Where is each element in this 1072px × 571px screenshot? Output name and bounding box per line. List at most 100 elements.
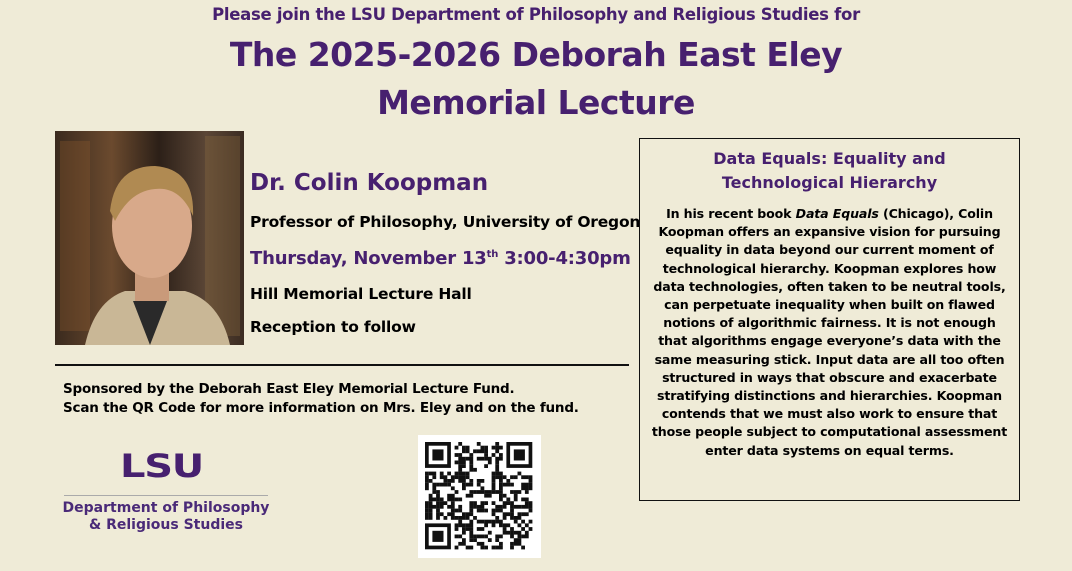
- qr-module: [491, 519, 496, 524]
- qr-module: [469, 530, 474, 535]
- qr-module: [476, 479, 481, 483]
- qr-module: [502, 512, 507, 517]
- qr-module: [495, 519, 500, 524]
- qr-module: [484, 501, 488, 505]
- qr-module: [469, 493, 474, 498]
- abstract-body: In his recent book Data Equals (Chicago)…: [650, 205, 1009, 460]
- qr-module: [495, 490, 500, 494]
- qr-module: [425, 482, 429, 487]
- qr-module: [428, 516, 433, 520]
- sponsor-text: Sponsored by the Deborah East Eley Memor…: [63, 380, 579, 418]
- qr-module: [447, 497, 451, 502]
- qr-module: [473, 490, 477, 494]
- qr-module: [484, 445, 488, 450]
- qr-module: [528, 504, 533, 509]
- qr-module: [458, 442, 463, 446]
- qr-module: [476, 490, 481, 494]
- qr-module: [439, 501, 444, 505]
- qr-module: [528, 479, 533, 483]
- qr-module: [495, 442, 500, 446]
- qr-module: [491, 486, 496, 491]
- qr-module: [510, 508, 514, 513]
- lsu-logo: LSU: [120, 447, 204, 485]
- qr-module: [432, 449, 444, 461]
- qr-module: [465, 493, 470, 498]
- qr-module: [491, 445, 496, 450]
- qr-module: [513, 449, 525, 461]
- qr-module: [443, 482, 448, 487]
- qr-module: [484, 453, 488, 457]
- qr-module: [476, 442, 481, 446]
- event-title-line2: Memorial Lecture: [377, 83, 695, 122]
- qr-module: [480, 545, 485, 550]
- qr-module: [521, 486, 525, 491]
- qr-module: [469, 460, 474, 465]
- qr-module: [447, 512, 451, 517]
- abstract-text-rest: (Chicago), Colin Koopman offers an expan…: [651, 206, 1008, 458]
- qr-module: [473, 449, 477, 454]
- qr-module: [454, 471, 459, 476]
- qr-module: [524, 486, 529, 491]
- qr-module: [491, 490, 496, 494]
- qr-module: [510, 482, 514, 487]
- qr-module: [484, 490, 488, 494]
- qr-module: [480, 508, 485, 513]
- qr-module: [476, 527, 481, 531]
- qr-code[interactable]: [418, 435, 541, 558]
- qr-module: [517, 523, 522, 528]
- qr-module: [510, 545, 514, 550]
- qr-module: [517, 541, 522, 546]
- qr-module: [469, 508, 474, 513]
- qr-module: [469, 519, 474, 524]
- qr-module: [521, 475, 525, 480]
- qr-module: [469, 512, 474, 517]
- qr-module: [510, 490, 514, 494]
- qr-module: [462, 456, 466, 461]
- qr-module: [462, 475, 466, 480]
- qr-module: [436, 497, 440, 502]
- qr-module: [462, 479, 466, 483]
- qr-module: [517, 516, 522, 520]
- qr-module: [495, 471, 500, 476]
- qr-module: [499, 445, 503, 450]
- qr-module: [499, 456, 503, 461]
- qr-module: [502, 475, 507, 480]
- qr-module: [450, 508, 455, 513]
- qr-module: [458, 534, 463, 539]
- qr-module: [480, 490, 485, 494]
- qr-module: [462, 445, 466, 450]
- qr-module: [499, 523, 503, 528]
- qr-module: [513, 493, 518, 498]
- qr-module: [454, 545, 459, 550]
- qr-module: [454, 527, 459, 531]
- qr-module: [491, 523, 496, 528]
- qr-module: [510, 541, 514, 546]
- speaker-name: Dr. Colin Koopman: [250, 170, 489, 196]
- qr-module: [432, 486, 437, 491]
- qr-module: [469, 479, 474, 483]
- qr-module: [495, 545, 500, 550]
- qr-module: [517, 512, 522, 517]
- qr-module: [495, 449, 500, 454]
- qr-module: [521, 519, 525, 524]
- qr-module: [484, 456, 488, 461]
- qr-module: [462, 538, 466, 542]
- qr-module: [517, 530, 522, 535]
- qr-module: [480, 541, 485, 546]
- qr-module: [454, 508, 459, 513]
- qr-module: [491, 482, 496, 487]
- qr-module: [436, 493, 440, 498]
- qr-module: [521, 534, 525, 539]
- qr-module: [465, 512, 470, 517]
- qr-module: [428, 471, 433, 476]
- qr-module: [484, 508, 488, 513]
- qr-module: [513, 475, 518, 480]
- qr-module: [524, 504, 529, 509]
- intro-line: Please join the LSU Department of Philos…: [212, 5, 860, 24]
- qr-module: [439, 497, 444, 502]
- qr-module: [443, 501, 448, 505]
- qr-module: [506, 530, 511, 535]
- qr-module: [454, 475, 459, 480]
- qr-module: [462, 530, 466, 535]
- qr-module: [491, 512, 496, 517]
